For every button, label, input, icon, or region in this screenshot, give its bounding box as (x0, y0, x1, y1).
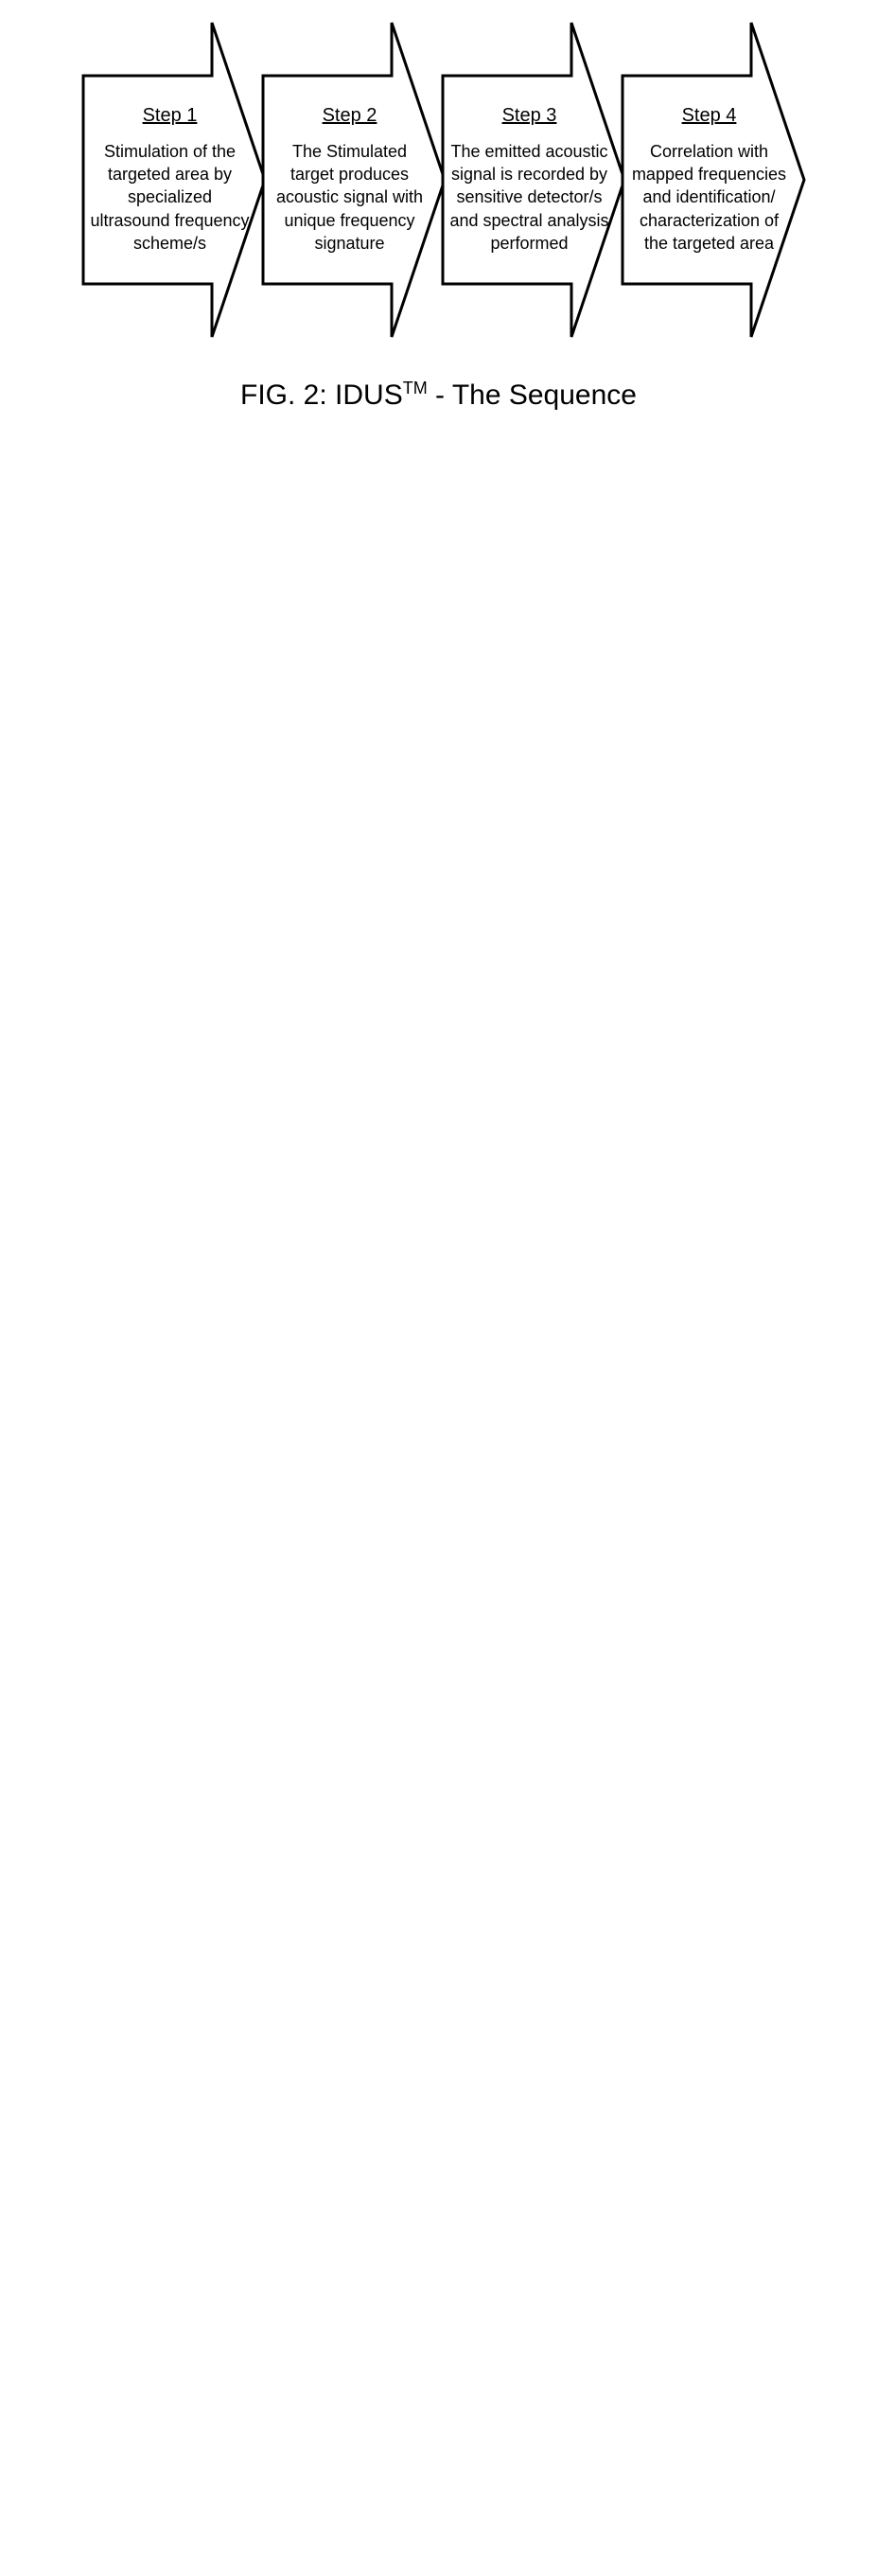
step-3-body: The emitted acoustic signal is recorded … (448, 140, 611, 255)
step-1-body: Stimulation of the targeted area by spec… (89, 140, 252, 255)
sequence-container: Step 1 Stimulation of the targeted area … (79, 19, 798, 341)
arrow-content-2: Step 2 The Stimulated target produces ac… (259, 105, 448, 255)
caption-tm: TM (403, 379, 428, 397)
arrow-content-1: Step 1 Stimulation of the targeted area … (79, 105, 269, 255)
arrow-step-1: Step 1 Stimulation of the targeted area … (79, 19, 269, 341)
step-2-title: Step 2 (269, 105, 431, 127)
arrow-step-4: Step 4 Correlation with mapped frequenci… (619, 19, 808, 341)
step-4-body: Correlation with mapped frequencies and … (628, 140, 791, 255)
figure-caption: FIG. 2: IDUSTM - The Sequence (240, 379, 637, 412)
arrow-content-3: Step 3 The emitted acoustic signal is re… (439, 105, 628, 255)
arrow-step-2: Step 2 The Stimulated target produces ac… (259, 19, 448, 341)
arrow-content-4: Step 4 Correlation with mapped frequenci… (619, 105, 808, 255)
caption-suffix: - The Sequence (428, 379, 637, 411)
step-2-body: The Stimulated target produces acoustic … (269, 140, 431, 255)
step-3-title: Step 3 (448, 105, 611, 127)
step-1-title: Step 1 (89, 105, 252, 127)
step-4-title: Step 4 (628, 105, 791, 127)
arrow-step-3: Step 3 The emitted acoustic signal is re… (439, 19, 628, 341)
caption-prefix: FIG. 2: IDUS (240, 379, 403, 411)
